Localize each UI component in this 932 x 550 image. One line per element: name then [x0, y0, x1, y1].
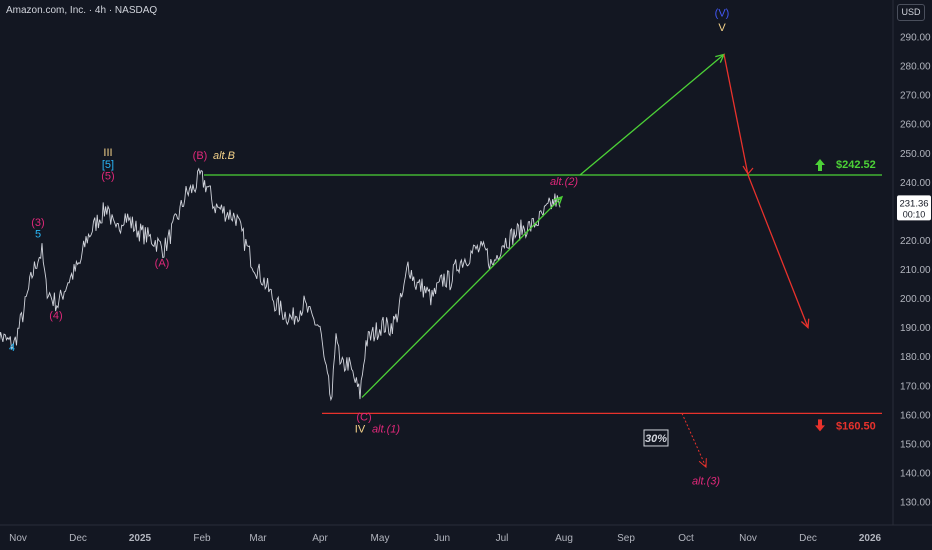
wave-label-13: alt.(2) [550, 176, 578, 188]
wave-label-9: alt.B [213, 150, 235, 162]
x-tick-label-mar-4: Mar [249, 533, 267, 544]
y-tick-label-170: 170.00 [900, 381, 931, 392]
x-tick-label-2025-2: 2025 [129, 533, 152, 544]
y-tick-label-260: 260.00 [900, 120, 931, 131]
x-tick-label-feb-3: Feb [193, 533, 211, 544]
currency-button[interactable]: USD [897, 4, 925, 21]
wave-label-8: (B) [193, 150, 208, 162]
current-price-tag [897, 195, 931, 221]
x-tick-label-dec-1: Dec [69, 533, 87, 544]
level-up-arrow-icon [815, 158, 825, 171]
x-tick-label-jul-8: Jul [496, 533, 509, 544]
scenario-path-red-3 [681, 413, 707, 468]
wave-label-11: IV [355, 423, 366, 435]
wave-label-14: (V) [715, 8, 730, 20]
y-tick-label-250: 250.00 [900, 149, 931, 160]
scenario-arrowhead-red-2 [800, 318, 810, 329]
scenario-mid-arrowhead-2 [742, 165, 754, 176]
scenario-path-green-1 [579, 53, 725, 176]
x-tick-label-aug-9: Aug [555, 533, 573, 544]
wave-label-16: alt.(3) [692, 476, 720, 488]
x-tick-label-jun-7: Jun [434, 533, 450, 544]
wave-label-4: III [103, 147, 112, 159]
y-tick-label-270: 270.00 [900, 91, 931, 102]
wave-label-5: [5] [102, 159, 114, 171]
annotation-box-0 [643, 429, 669, 447]
x-tick-label-may-6: May [371, 533, 390, 544]
y-tick-label-240: 240.00 [900, 178, 931, 189]
y-tick-label-210: 210.00 [900, 265, 931, 276]
x-tick-label-sep-10: Sep [617, 533, 635, 544]
y-tick-label-180: 180.00 [900, 352, 931, 363]
x-tick-label-dec-13: Dec [799, 533, 817, 544]
scenario-arrowhead-green-0 [553, 195, 564, 206]
wave-label-1: (3) [31, 217, 44, 229]
price-series-line [0, 167, 561, 402]
symbol-header: Amazon.com, Inc. · 4h · NASDAQ [6, 5, 158, 16]
wave-label-10: (C) [356, 412, 371, 424]
wave-label-12: alt.(1) [372, 423, 400, 435]
x-tick-label-apr-5: Apr [312, 533, 328, 544]
x-tick-label-2026-14: 2026 [859, 533, 882, 544]
wave-label-15: V [718, 22, 726, 34]
y-tick-label-130: 130.00 [900, 498, 931, 509]
annotation-label-0: 30% [645, 433, 667, 445]
y-tick-label-280: 280.00 [900, 62, 931, 73]
y-tick-label-290: 290.00 [900, 33, 931, 44]
scenario-path-green-0 [361, 196, 563, 398]
wave-label-2: 5 [35, 229, 41, 241]
wave-label-3: (4) [49, 310, 62, 322]
x-tick-label-nov-0: Nov [9, 533, 27, 544]
current-price-countdown: 00:10 [903, 209, 926, 219]
y-tick-label-220: 220.00 [900, 236, 931, 247]
y-tick-label-140: 140.00 [900, 468, 931, 479]
x-tick-label-nov-12: Nov [739, 533, 757, 544]
y-tick-label-200: 200.00 [900, 294, 931, 305]
level-label-red: $160.50 [836, 420, 876, 432]
scenario-arrowhead-red-3 [698, 458, 707, 469]
wave-label-7: (A) [155, 258, 170, 270]
level-label-green: $242.52 [836, 159, 876, 171]
y-tick-label-190: 190.00 [900, 323, 931, 334]
level-down-arrow-icon [815, 419, 825, 432]
y-tick-label-150: 150.00 [900, 439, 931, 450]
current-price-value: 231.36 [899, 198, 928, 209]
y-tick-label-160: 160.00 [900, 410, 931, 421]
x-tick-label-oct-11: Oct [678, 533, 694, 544]
scenario-path-red-2 [723, 54, 809, 328]
wave-label-6: (5) [101, 170, 114, 182]
wave-label-0: 4 [9, 342, 15, 354]
